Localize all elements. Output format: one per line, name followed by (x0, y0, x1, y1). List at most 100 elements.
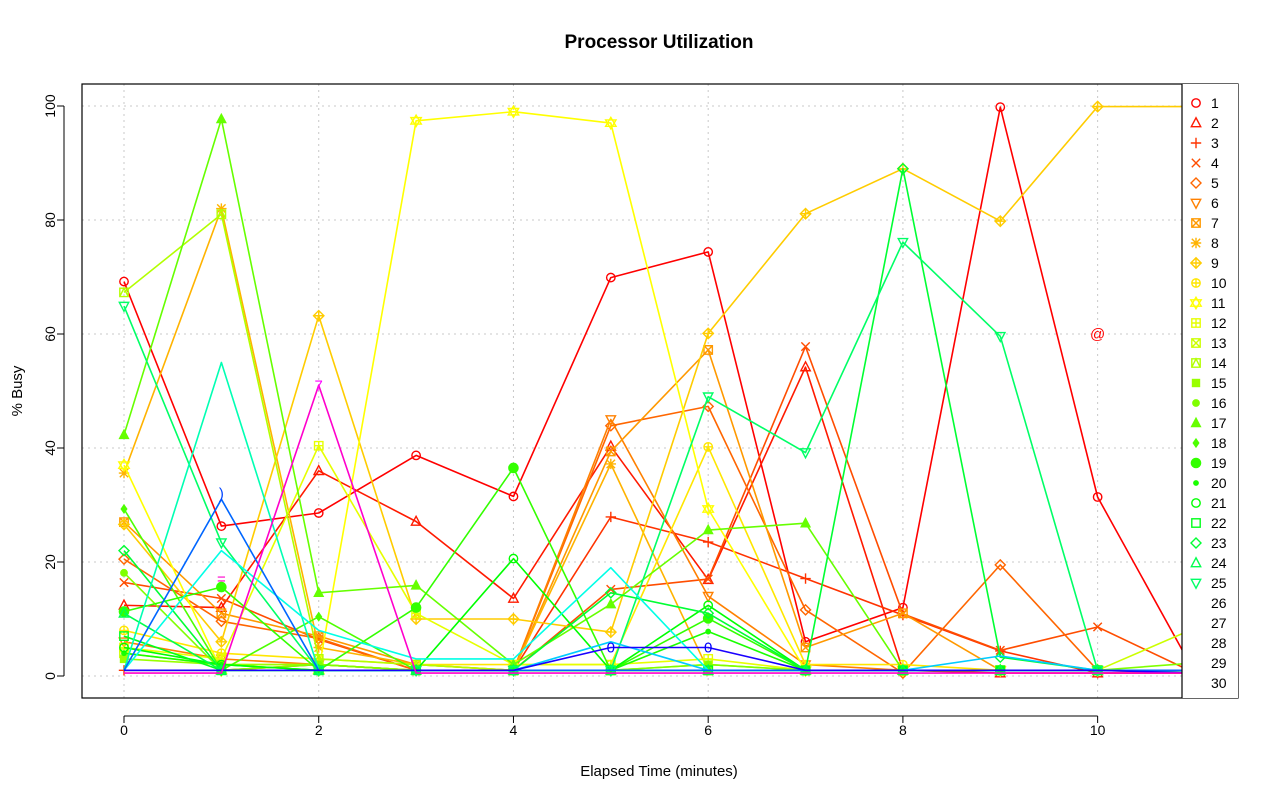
legend-key-12 (1191, 318, 1201, 328)
data-point-2-1 (215, 600, 228, 612)
data-point-17-7 (800, 516, 812, 528)
data-point-11-4 (507, 104, 520, 119)
legend-entries: 1234567891011121314151617181920212223242… (1189, 95, 1227, 711)
legend-key-16 (1192, 399, 1200, 407)
x-axis-label: Elapsed Time (minutes) (580, 763, 738, 780)
legend-item-1: 1 (1191, 95, 1219, 111)
data-point-1-10 (1092, 492, 1103, 502)
data-point-9-9 (994, 214, 1007, 228)
legend-label-2: 2 (1211, 115, 1219, 131)
x-tick-label: 6 (704, 722, 712, 738)
legend-label-26: 26 (1211, 595, 1227, 611)
data-point-8-2 (313, 642, 324, 653)
legend-item-4: 4 (1191, 155, 1219, 171)
data-point-5-7 (799, 603, 812, 616)
legend-label-28: 28 (1211, 635, 1227, 651)
legend-item-12: 12 (1191, 315, 1227, 331)
legend-item-24: 24 (1190, 555, 1227, 571)
legend-label-9: 9 (1211, 255, 1219, 271)
data-point-23-8 (896, 162, 909, 175)
legend-key-18 (1192, 437, 1200, 449)
data-point-11-3 (409, 113, 423, 128)
series-line-31 (124, 384, 1195, 674)
legend-item-27: 27 (1211, 615, 1227, 631)
y-tick-label: 60 (42, 326, 58, 342)
data-point-9-2 (312, 309, 325, 322)
data-point-5-0 (118, 553, 130, 566)
data-point-25-0 (118, 301, 130, 313)
series-line-5 (123, 405, 1196, 674)
data-point-4-1 (216, 593, 227, 604)
y-axis-label: % Busy (9, 365, 26, 416)
data-point-1-0 (119, 276, 129, 287)
data-point-6-0 (118, 637, 130, 649)
legend-label-7: 7 (1211, 215, 1219, 231)
legend-item-26: 26 (1211, 595, 1227, 611)
legend-key-1 (1191, 98, 1201, 108)
data-point-2-5 (604, 439, 617, 451)
data-point-11-6 (701, 501, 715, 517)
legend-label-14: 14 (1211, 355, 1227, 371)
legend: 1234567891011121314151617181920212223242… (1181, 84, 1238, 711)
data-point-22-0 (119, 631, 129, 642)
data-point-20-6 (705, 628, 712, 635)
legend-label-22: 22 (1211, 515, 1227, 531)
data-point-17-5 (605, 597, 617, 609)
legend-key-23 (1190, 537, 1202, 549)
data-point-1-6 (703, 247, 714, 257)
data-point-11-0 (117, 458, 131, 473)
legend-label-1: 1 (1211, 95, 1219, 111)
data-point-6-5 (604, 415, 617, 427)
glyph-marker-5: @ (1090, 326, 1105, 343)
legend-label-6: 6 (1211, 195, 1219, 211)
data-point-17-1 (215, 112, 227, 124)
legend-item-19: 19 (1190, 455, 1227, 471)
legend-key-19 (1190, 457, 1202, 469)
data-point-21-6 (703, 600, 714, 611)
legend-item-8: 8 (1190, 235, 1219, 251)
glyph-marker-2: 7 (315, 377, 323, 394)
x-tick-label: 8 (899, 722, 907, 738)
legend-item-30: 30 (1211, 675, 1227, 691)
legend-label-17: 17 (1211, 415, 1227, 431)
y-tick-label: 20 (42, 554, 58, 570)
series-line-25 (123, 241, 1195, 672)
legend-background (1182, 84, 1238, 698)
legend-label-24: 24 (1211, 555, 1227, 571)
legend-label-20: 20 (1211, 475, 1227, 491)
legend-key-14 (1191, 357, 1201, 368)
data-point-11-5 (604, 116, 618, 131)
x-tick-label: 2 (315, 722, 323, 738)
data-point-9-1 (215, 635, 228, 648)
legend-label-12: 12 (1211, 315, 1227, 331)
data-point-21-0 (119, 642, 129, 653)
legend-key-10 (1191, 278, 1201, 288)
legend-label-27: 27 (1211, 615, 1227, 631)
data-point-8-0 (118, 467, 130, 479)
data-point-7-1 (216, 608, 227, 619)
legend-label-15: 15 (1211, 375, 1227, 391)
data-point-24-0 (118, 606, 130, 618)
data-point-17-6 (702, 523, 714, 535)
data-point-9-4 (507, 612, 520, 626)
chart-title: Processor Utilization (565, 32, 754, 53)
data-point-17-3 (410, 579, 422, 590)
legend-key-15 (1191, 378, 1201, 388)
data-point-19-3 (410, 602, 422, 613)
legend-label-31: 31 (1211, 695, 1227, 711)
data-point-25-8 (897, 237, 909, 249)
legend-item-23: 23 (1190, 535, 1227, 551)
data-point-19-1 (216, 581, 227, 593)
y-tick-label: 0 (42, 672, 58, 680)
data-point-18-2 (315, 611, 323, 622)
data-point-17-2 (313, 586, 325, 597)
legend-key-6 (1190, 198, 1202, 210)
data-point-7-8 (898, 608, 908, 619)
legend-key-20 (1193, 480, 1199, 486)
data-point-4-6 (703, 574, 713, 584)
legend-label-11: 11 (1211, 295, 1226, 311)
data-point-23-0 (118, 544, 130, 557)
data-point-1-3 (411, 450, 421, 461)
data-point-9-7 (799, 207, 812, 220)
